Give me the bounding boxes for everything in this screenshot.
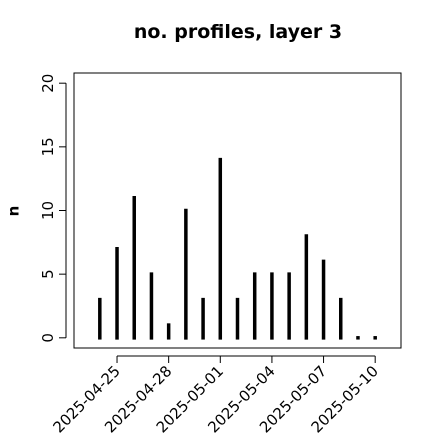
y-tick-label: 10	[39, 201, 57, 220]
y-tick-label: 15	[39, 137, 57, 156]
chart-title: no. profiles, layer 3	[134, 21, 342, 43]
y-tick-label: 20	[39, 74, 57, 93]
y-tick-label: 0	[39, 333, 57, 343]
y-axis-label: n	[5, 206, 23, 217]
plot-box	[73, 72, 402, 349]
y-tick-label: 5	[39, 269, 57, 279]
